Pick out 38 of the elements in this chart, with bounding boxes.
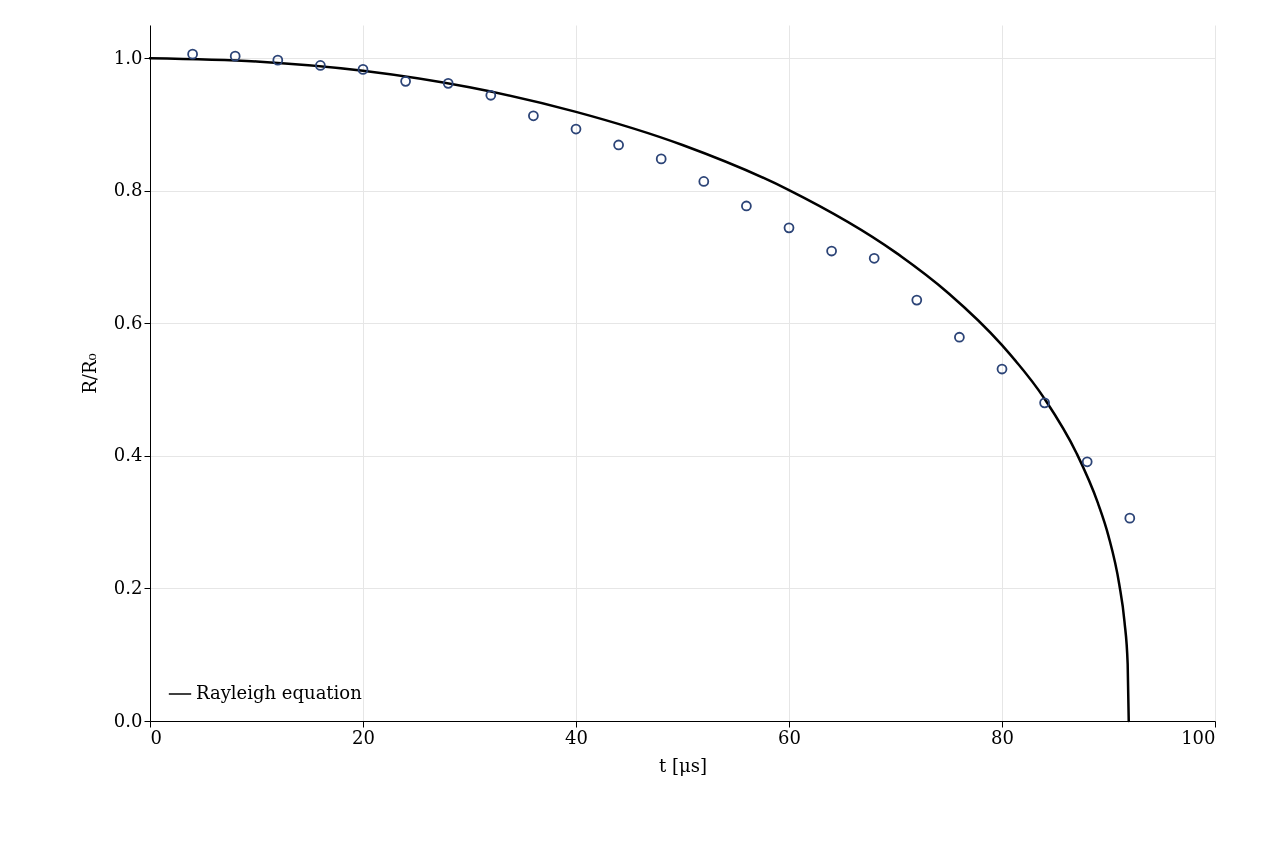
point (655, 153, 667, 165)
legend-label: Rayleigh equation (196, 682, 363, 703)
y-axis-title: R/R₀ (78, 353, 100, 394)
x-tick-label: 100 (1181, 726, 1216, 748)
x-tick-label: 0 (150, 726, 162, 748)
point (272, 54, 284, 66)
y-tick-label: 0.8 (113, 179, 143, 201)
point (1039, 397, 1050, 409)
y-tick-label: 1.0 (113, 46, 143, 68)
point (187, 48, 198, 60)
point (1081, 456, 1093, 468)
point (911, 294, 923, 306)
point (826, 245, 837, 257)
y-tick-label: 0.0 (113, 709, 143, 731)
point (357, 64, 369, 75)
y-tick-label: 0.2 (113, 576, 143, 598)
point (741, 200, 752, 212)
point (783, 222, 795, 234)
x-tick-label: 20 (352, 726, 375, 748)
point (442, 77, 454, 89)
point (400, 75, 411, 87)
y-tick-label: 0.6 (113, 311, 143, 333)
point (996, 363, 1008, 375)
point (954, 331, 965, 343)
point (868, 252, 880, 264)
y-tick-label: 0.4 (113, 444, 143, 466)
point (1124, 512, 1136, 524)
x-axis-title: t [μs] (659, 754, 707, 776)
point (528, 110, 539, 122)
point (485, 89, 497, 101)
point (698, 176, 710, 187)
x-tick-label: 60 (778, 726, 801, 748)
point (613, 139, 624, 151)
x-tick-label: 80 (991, 726, 1014, 748)
point (570, 123, 582, 135)
point (229, 50, 241, 62)
point (315, 60, 326, 71)
x-tick-label: 40 (565, 726, 588, 748)
